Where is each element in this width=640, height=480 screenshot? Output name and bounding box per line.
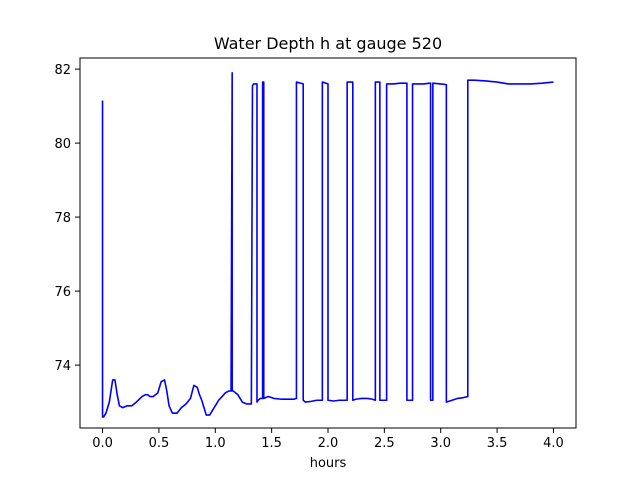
y-tick-label: 80 bbox=[54, 137, 71, 152]
y-tick-label: 74 bbox=[54, 359, 71, 374]
x-tick-label: 4.0 bbox=[543, 436, 564, 451]
plot-area bbox=[101, 72, 554, 418]
x-axis: 0.0 0.5 1.0 1.5 2.0 2.5 3.0 3.5 4.0 bbox=[92, 428, 564, 451]
y-tick-label: 78 bbox=[54, 211, 71, 226]
plot-frame bbox=[79, 57, 577, 429]
x-tick-label: 1.5 bbox=[261, 436, 282, 451]
y-axis: 74 76 78 80 82 bbox=[54, 63, 80, 374]
x-tick-label: 3.5 bbox=[487, 436, 508, 451]
y-tick-label: 82 bbox=[54, 63, 71, 78]
y-tick-label: 76 bbox=[54, 285, 71, 300]
x-tick-label: 2.5 bbox=[374, 436, 395, 451]
x-tick-label: 0.5 bbox=[149, 436, 170, 451]
x-tick-label: 1.0 bbox=[205, 436, 226, 451]
x-tick-label: 0.0 bbox=[92, 436, 113, 451]
x-tick-label: 3.0 bbox=[430, 436, 451, 451]
x-tick-label: 2.0 bbox=[318, 436, 339, 451]
chart-title: Water Depth h at gauge 520 bbox=[214, 34, 442, 53]
x-axis-label: hours bbox=[310, 456, 347, 471]
series-line bbox=[101, 72, 554, 418]
